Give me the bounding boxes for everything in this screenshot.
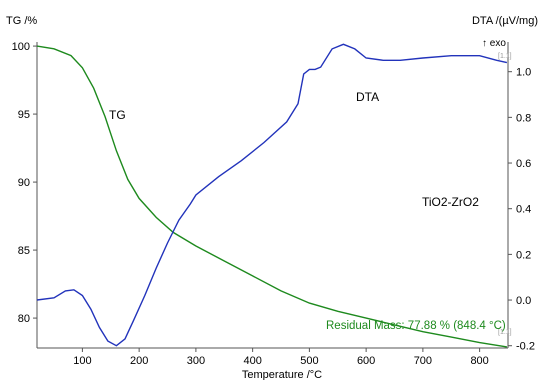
x-tick-label: 800: [470, 355, 488, 367]
x-axis-title: Temperature /°C: [242, 369, 322, 380]
left-tick-label: 85: [18, 245, 30, 257]
x-tick-label: 400: [243, 355, 261, 367]
x-tick-label: 100: [73, 355, 91, 367]
x-tick-label: 600: [357, 355, 375, 367]
axis-mark-top: [1.1]: [498, 53, 512, 60]
dta-series-line: [36, 43, 508, 347]
sample-name-label: TiO2-ZrO2: [422, 195, 479, 209]
right-tick-label: 0.0: [516, 295, 531, 307]
left-tick-label: 100: [12, 41, 30, 53]
x-tick-label: 300: [187, 355, 205, 367]
x-tick-label: 700: [414, 355, 432, 367]
dta-series-label: DTA: [356, 90, 379, 104]
tg-series-label: TG: [109, 108, 126, 122]
axis-mark-bottom: [1.1]: [498, 329, 512, 336]
right-tick-label: 0.8: [516, 112, 531, 124]
right-tick-label: 1.0: [516, 67, 531, 79]
exo-label: ↑ exo: [482, 38, 506, 49]
left-tick-label: 90: [18, 177, 30, 189]
left-axis-title: TG /%: [6, 15, 37, 27]
right-axis-ticks: -0.2 0.0 0.2 0.4 0.6 0.8 1.0: [508, 67, 535, 353]
right-tick-label: 0.2: [516, 249, 531, 261]
right-tick-label: 0.6: [516, 158, 531, 170]
x-tick-label: 500: [300, 355, 318, 367]
right-tick-label: -0.2: [516, 341, 535, 353]
left-tick-label: 95: [18, 109, 30, 121]
left-tick-label: 80: [18, 313, 30, 325]
x-axis-ticks: 100 200 300 400 500 600 700 800: [73, 348, 489, 367]
right-axis-title: DTA /(µV/mg): [472, 15, 538, 27]
left-axis-ticks: 80 85 90 95 100: [12, 41, 37, 325]
right-tick-label: 0.4: [516, 204, 531, 216]
tg-series-line: [36, 45, 508, 348]
x-tick-label: 200: [130, 355, 148, 367]
residual-mass-label: Residual Mass: 77.88 % (848.4 °C): [326, 320, 506, 332]
